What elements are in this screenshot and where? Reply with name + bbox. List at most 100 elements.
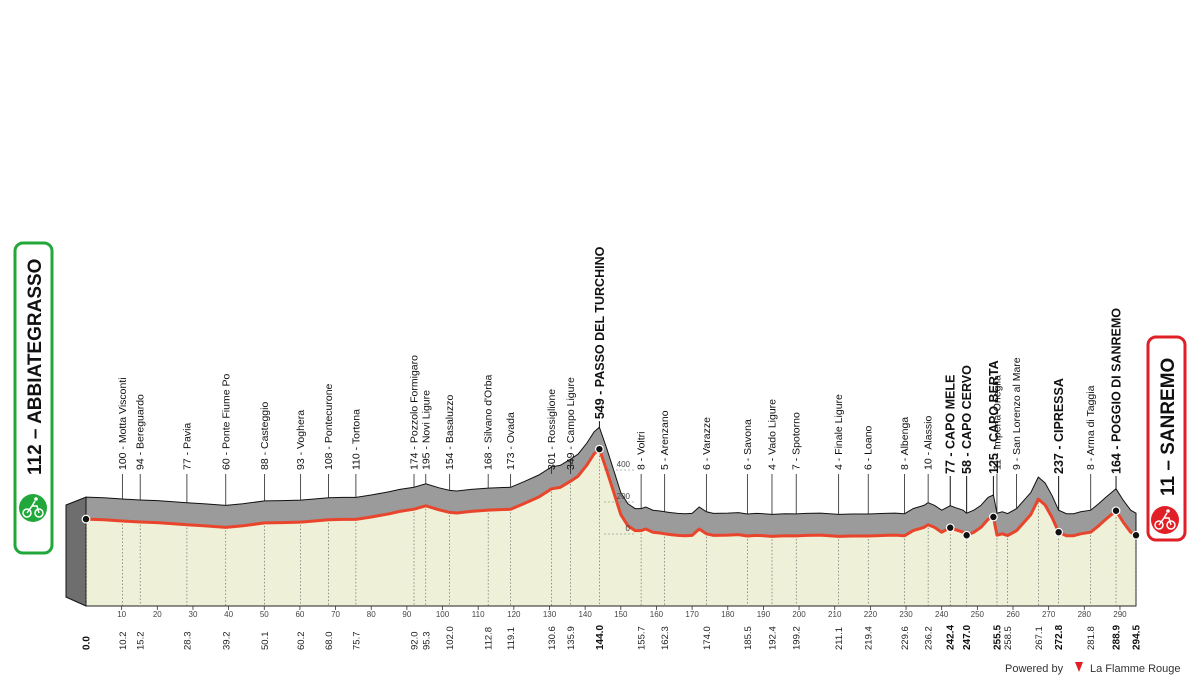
distance-tick-label: 280 (1078, 610, 1092, 619)
place-label: 174 - Pozzolo Formigaro (409, 355, 421, 470)
distance-tick-label: 100 (436, 610, 450, 619)
km-label: 272.8 (1054, 625, 1065, 650)
place-label: 88 - Casteggio (259, 402, 271, 470)
km-label: 28.3 (182, 632, 193, 651)
place-label: 77 - Pavia (181, 423, 193, 470)
km-label: 174.0 (702, 626, 713, 650)
km-label: 247.0 (962, 625, 973, 650)
km-label: 112.8 (484, 627, 495, 650)
cyclist-icon (1151, 506, 1179, 534)
place-label: 9 - San Lorenzo al Mare (1011, 357, 1023, 470)
distance-tick-label: 180 (721, 610, 735, 619)
km-label: 0.0 (82, 636, 93, 650)
place-label: 100 - Motta Visconti (117, 377, 129, 470)
place-label: 6 - Varazze (701, 417, 713, 470)
finish-badge-text: 11 – SANREMO (1158, 358, 1179, 496)
distance-tick-label: 190 (757, 610, 771, 619)
place-label: 8 - Voltri (636, 431, 648, 470)
distance-tick-label: 220 (864, 610, 878, 619)
climb-label: 125 - CAPO BERTA (987, 360, 1001, 474)
place-label: 8 - Albenga (899, 417, 911, 470)
climb-label: 549 - PASSO DEL TURCHINO (593, 246, 607, 419)
distance-tick-label: 250 (971, 610, 985, 619)
km-label: 211.1 (834, 627, 845, 650)
place-label: 168 - Silvano d'Orba (483, 374, 495, 470)
distance-tick-label: 30 (189, 610, 198, 619)
climb-marker-dot (1111, 506, 1121, 516)
climb-label: 164 - POGGIO DI SANREMO (1110, 308, 1124, 474)
distance-tick-label: 70 (331, 610, 340, 619)
distance-tick-label: 160 (650, 610, 664, 619)
distance-tick-label: 110 (472, 610, 485, 619)
place-label: 11 - Imperia-Oneglia (992, 375, 1004, 470)
footer-brand: La Flamme Rouge (1090, 663, 1181, 675)
finish-marker-dot (1131, 530, 1141, 540)
distance-tick-label: 170 (685, 610, 699, 619)
km-label: 60.2 (296, 632, 307, 651)
distance-tick-label: 270 (1042, 610, 1056, 619)
km-label: 75.7 (351, 632, 362, 651)
altitude-tick-label: 0 (626, 524, 631, 533)
place-label: 10 - Alassio (923, 416, 935, 470)
km-label: 144.0 (595, 625, 606, 650)
place-label: 110 - Tortona (350, 409, 362, 470)
km-label: 50.1 (260, 632, 271, 651)
distance-tick-label: 140 (578, 610, 592, 619)
place-label: 7 - Spotorno (791, 412, 803, 470)
place-label: 8 - Arma di Taggia (1085, 385, 1097, 470)
km-label: 185.5 (743, 626, 754, 650)
place-label: 5 - Arenzano (659, 410, 671, 470)
place-label: 154 - Basaluzzo (444, 395, 456, 470)
labels-layer: 0.0 10.2 15.2 28.3 39.2 50.1 60.2 68.0 75.7 92.0 9… (82, 246, 1143, 650)
km-label: 255.5 (993, 625, 1004, 650)
distance-tick-label: 260 (1006, 610, 1020, 619)
distance-tick-label: 20 (153, 610, 162, 619)
place-label: 94 - Bereguardo (135, 394, 147, 470)
profile-ground-area (86, 449, 1136, 606)
climb-marker-dot (1054, 527, 1064, 537)
footer-credit: Powered by La Flamme Rouge (1005, 662, 1181, 675)
finish-badge: 11 – SANREMO (1146, 335, 1187, 542)
km-label: 92.0 (410, 632, 421, 651)
distance-tick-label: 120 (507, 610, 521, 619)
distance-tick-label: 200 (792, 610, 806, 619)
km-label: 258.5 (1003, 626, 1014, 650)
km-label: 267.1 (1034, 626, 1045, 650)
distance-tick-label: 230 (899, 610, 913, 619)
place-label: 60 - Ponte Fiume Po (220, 374, 232, 470)
distance-tick-label: 50 (260, 610, 269, 619)
place-label: 93 - Voghera (295, 410, 307, 470)
km-label: 162.3 (660, 626, 671, 650)
km-label: 95.3 (421, 632, 432, 651)
place-label: 4 - Finale Ligure (833, 394, 845, 470)
climb-marker-dot (945, 523, 955, 533)
climb-marker-dot (962, 530, 972, 540)
start-badge-text: 112 – ABBIATEGRASSO (25, 259, 46, 475)
distance-tick-label: 150 (614, 610, 628, 619)
distance-tick-label: 90 (402, 610, 411, 619)
km-label: 68.0 (324, 632, 335, 651)
profile-side-face (65, 496, 87, 607)
distance-tick-label: 240 (935, 610, 949, 619)
place-label: 349 - Campo Ligure (565, 377, 577, 470)
place-label: 301 - Rossiglione (546, 389, 558, 470)
axis-ticks-layer: 10 20 30 40 50 60 70 80 90 100 110 120 130 140 150 160 1… (117, 460, 1127, 619)
km-label: 281.8 (1086, 626, 1097, 650)
altitude-tick-label: 200 (617, 492, 631, 501)
place-label: 195 - Novi Ligure (420, 390, 432, 470)
distance-tick-label: 210 (828, 610, 842, 619)
climb-label: 77 - CAPO MELE (944, 375, 958, 474)
km-label: 199.2 (792, 626, 803, 650)
km-label: 294.5 (1132, 625, 1143, 650)
waypoint-markers-layer (81, 444, 1141, 540)
climb-label: 58 - CAPO CERVO (960, 365, 974, 474)
km-label: 10.2 (118, 632, 129, 651)
place-label: 108 - Pontecurone (323, 383, 335, 470)
km-label: 39.2 (221, 632, 232, 651)
km-label: 102.0 (445, 626, 456, 650)
climb-label: 237 - CIPRESSA (1052, 378, 1066, 474)
climb-marker-dot (988, 512, 998, 522)
km-label: 192.4 (768, 626, 779, 650)
climb-marker-dot (595, 444, 604, 454)
